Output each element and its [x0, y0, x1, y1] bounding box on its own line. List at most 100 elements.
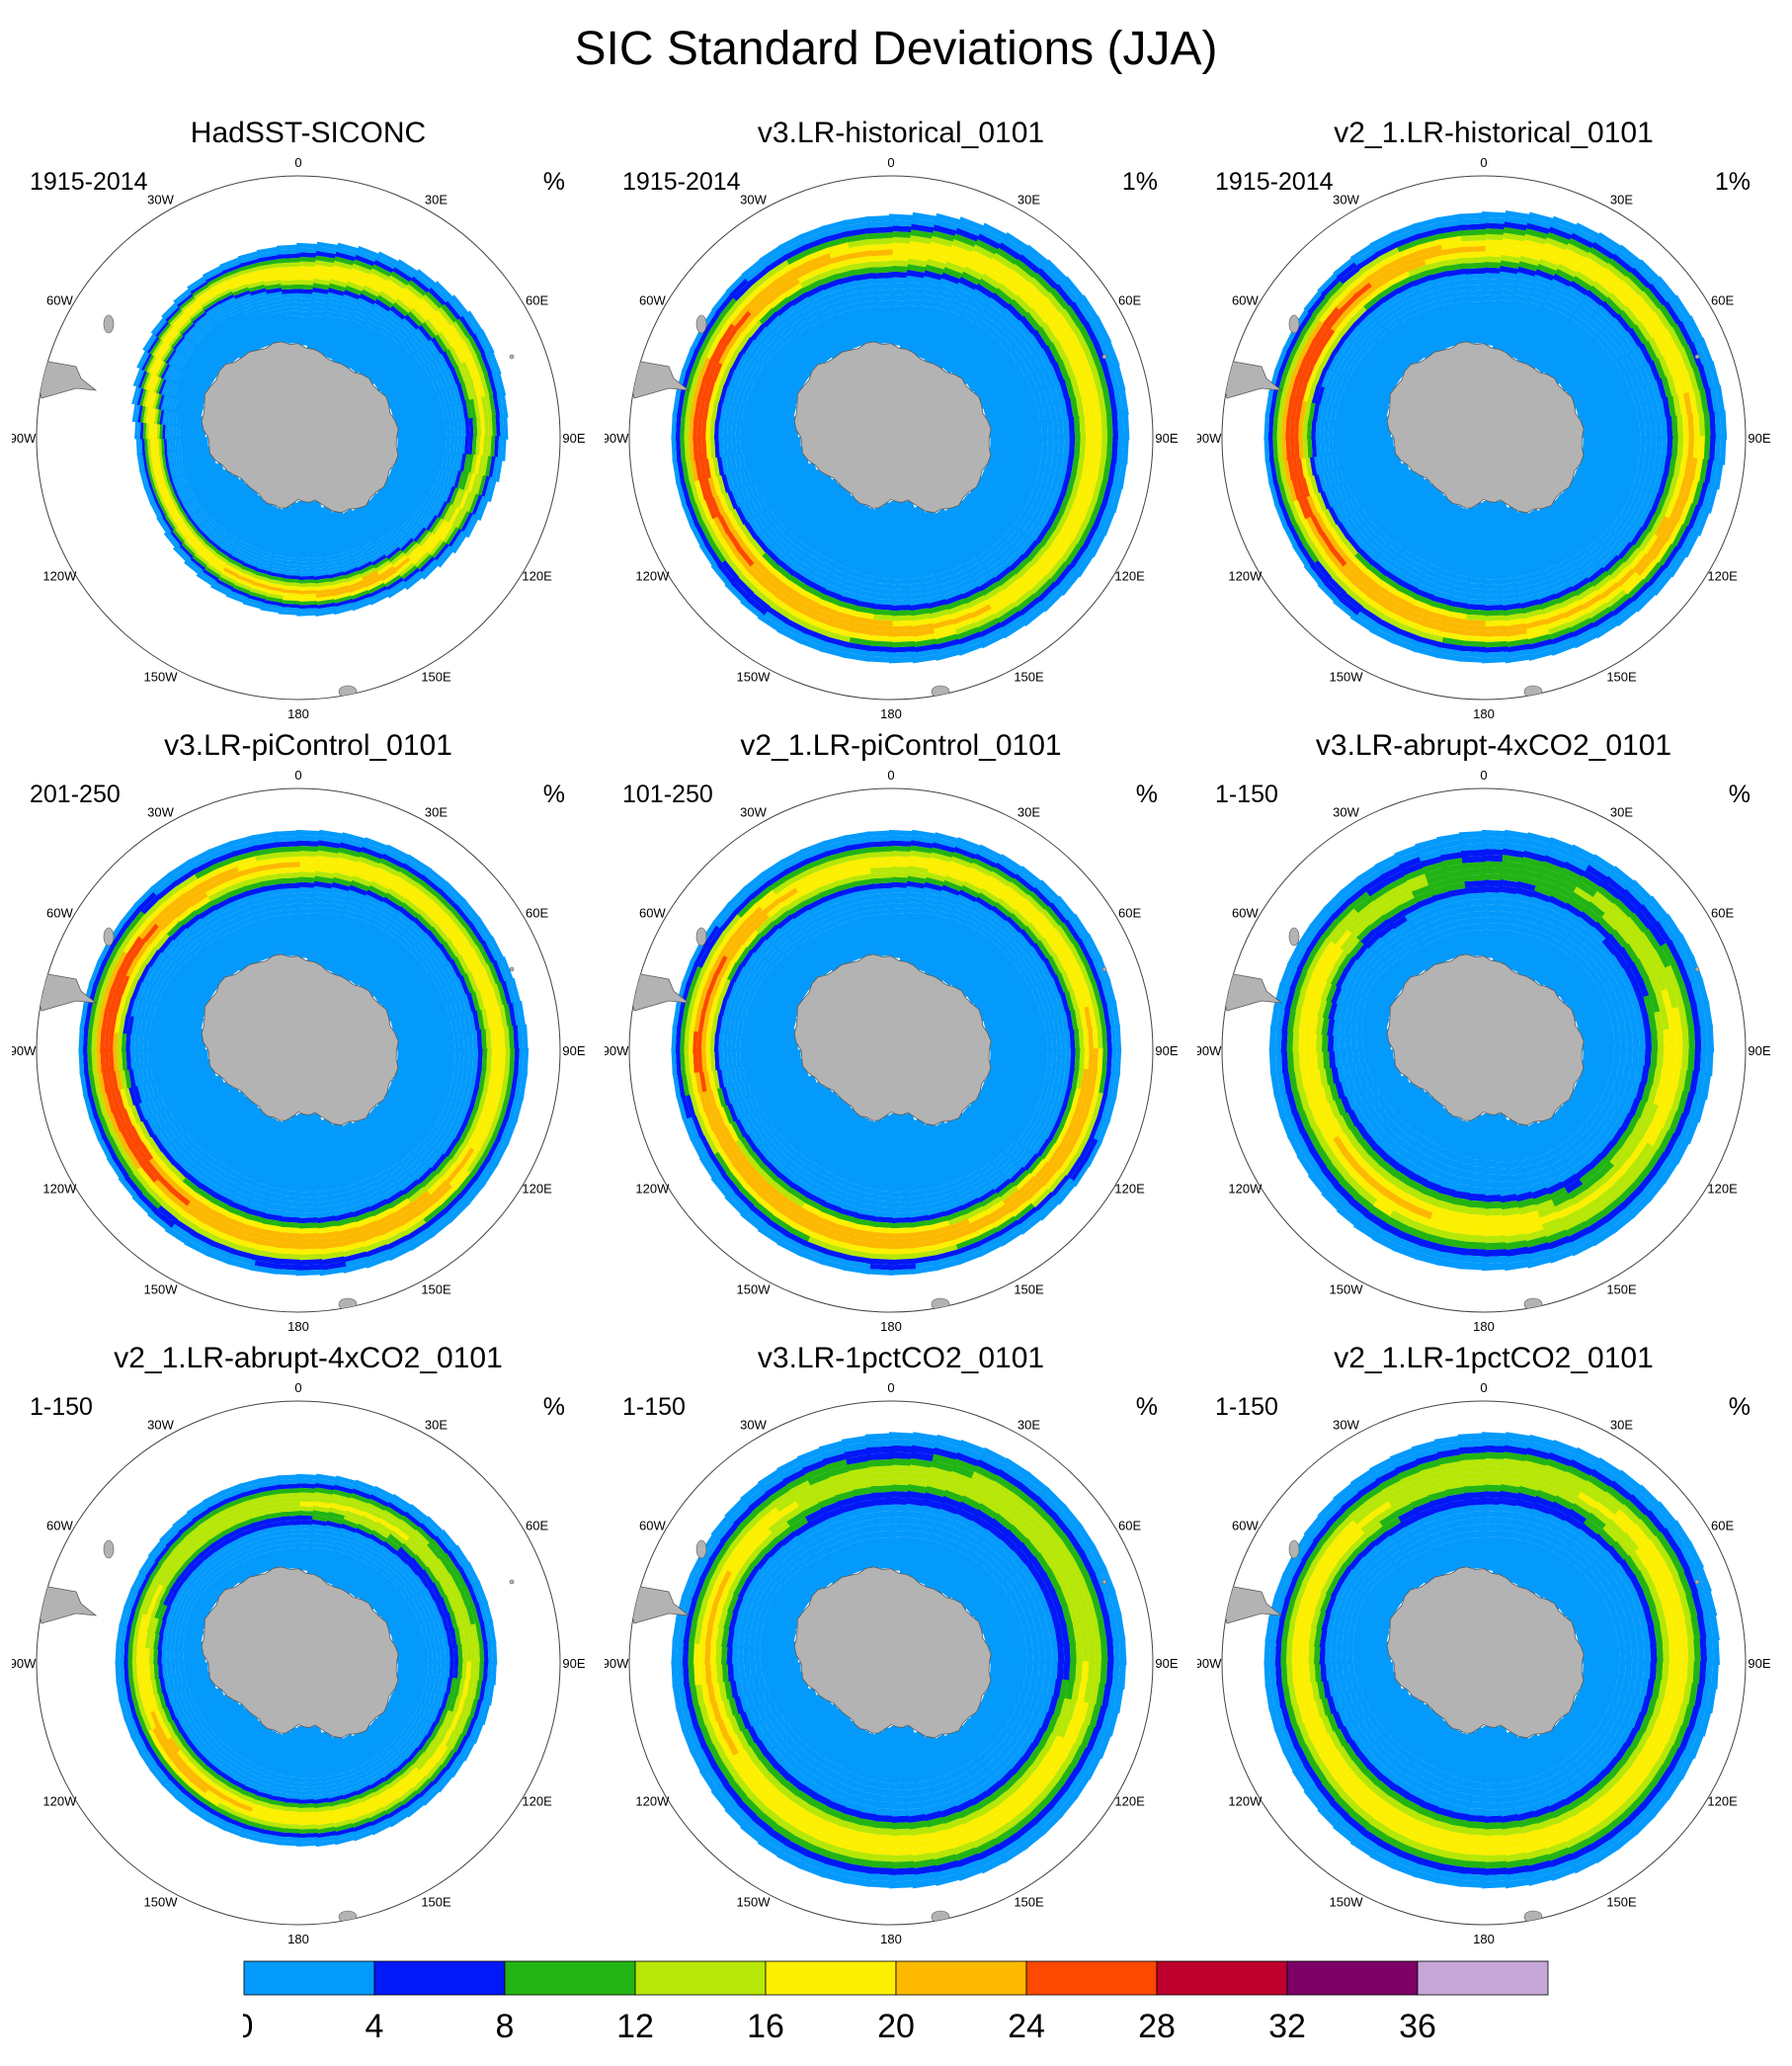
- sic-cell: [160, 392, 168, 411]
- sic-cell: [1659, 495, 1672, 520]
- sic-cell: [261, 599, 283, 607]
- sic-cell: [809, 494, 856, 557]
- sic-cell: [1291, 455, 1300, 480]
- sic-cell: [843, 290, 862, 301]
- sic-cell: [388, 528, 404, 543]
- sic-cell: [1340, 264, 1363, 285]
- sic-cell: [464, 1181, 486, 1206]
- sic-cell: [260, 1217, 283, 1227]
- sic-cell: [956, 893, 978, 908]
- sic-cell: [1363, 292, 1384, 310]
- sic-cell: [453, 1032, 460, 1052]
- sic-cell: [912, 1265, 940, 1275]
- antarctica-landmass: [793, 341, 992, 514]
- sic-cell: [1346, 300, 1366, 320]
- sic-cell: [1060, 948, 1076, 972]
- sic-cell: [130, 936, 148, 958]
- sic-cell: [1079, 1007, 1089, 1033]
- sic-cell: [181, 952, 223, 991]
- sic-cell: [128, 1102, 141, 1124]
- sic-cell: [1639, 290, 1661, 315]
- sic-cell: [296, 892, 317, 899]
- sic-cell: [371, 557, 389, 571]
- sic-cell: [1022, 1182, 1044, 1203]
- sic-cell: [1661, 436, 1669, 459]
- sic-cell: [1401, 248, 1426, 263]
- sic-cell: [454, 1014, 462, 1035]
- sic-cell: [337, 1236, 363, 1248]
- sic-cell: [1653, 540, 1671, 566]
- sic-cell: [1086, 392, 1097, 419]
- sic-cell: [1564, 289, 1585, 306]
- sic-cell: [963, 918, 982, 933]
- sic-cell: [1049, 1175, 1070, 1199]
- sic-cell: [987, 263, 1011, 282]
- sic-cell: [842, 579, 861, 590]
- sic-cell: [1290, 475, 1302, 501]
- sic-cell: [1671, 372, 1684, 398]
- sic-cell: [889, 656, 917, 664]
- sic-cell: [837, 595, 858, 606]
- sic-cell: [936, 1187, 956, 1198]
- sic-cell: [258, 553, 275, 562]
- sic-cell: [431, 1131, 447, 1152]
- sic-cell: [160, 1074, 225, 1111]
- sic-cell: [1350, 578, 1373, 599]
- sic-cell: [739, 420, 799, 440]
- sic-cell: [909, 246, 933, 257]
- sic-cell: [913, 505, 951, 576]
- sic-cell: [325, 300, 343, 310]
- panel-units: %: [542, 168, 565, 196]
- sic-cell: [458, 1032, 464, 1052]
- sic-cell: [97, 1069, 106, 1095]
- sic-cell: [296, 586, 316, 592]
- sic-cell: [476, 1029, 483, 1052]
- sic-cell: [769, 1134, 784, 1152]
- sic-cell: [1648, 337, 1665, 362]
- sic-cell: [1669, 351, 1683, 377]
- sic-cell: [162, 1124, 178, 1143]
- sic-cell: [1390, 300, 1410, 316]
- sic-cell: [1018, 901, 1040, 923]
- sic-cell: [958, 277, 981, 291]
- sic-cell: [460, 1149, 479, 1174]
- sic-cell: [1583, 294, 1603, 312]
- sic-cell: [324, 561, 341, 569]
- sic-cell: [441, 388, 450, 408]
- sic-cell: [230, 1248, 257, 1261]
- sic-cell: [487, 1113, 501, 1138]
- sic-cell: [213, 284, 233, 296]
- sic-cell: [472, 356, 486, 380]
- sic-cell: [171, 963, 216, 1001]
- sic-cell: [1049, 1147, 1068, 1171]
- sic-cell: [744, 290, 765, 311]
- sic-cell: [445, 326, 461, 348]
- sic-cell: [366, 548, 383, 561]
- sic-cell: [347, 889, 368, 902]
- sic-cell: [1708, 361, 1722, 391]
- sic-cell: [427, 497, 439, 516]
- sic-cell: [203, 877, 225, 893]
- sic-cell: [345, 580, 366, 591]
- sic-cell: [729, 453, 738, 473]
- sic-cell: [1338, 390, 1390, 418]
- sic-cell: [1031, 1136, 1047, 1157]
- sic-cell: [1365, 562, 1386, 581]
- sic-cell: [1544, 293, 1564, 308]
- sic-cell: [970, 862, 996, 878]
- sic-cell: [1086, 456, 1096, 482]
- sic-cell: [460, 436, 466, 457]
- sic-cell: [173, 947, 190, 964]
- sic-cell: [835, 1212, 857, 1224]
- sic-cell: [275, 1247, 300, 1255]
- sic-cell: [1467, 502, 1486, 579]
- sic-cell: [1702, 363, 1716, 392]
- sic-cell: [156, 340, 170, 359]
- panel-period: 1915-2014: [1215, 168, 1334, 196]
- sic-cell: [457, 419, 462, 440]
- sic-cell: [500, 391, 509, 418]
- sic-cell: [1683, 392, 1693, 419]
- sic-cell: [1013, 956, 1027, 976]
- sic-cell: [910, 1245, 936, 1255]
- sic-cell: [140, 369, 151, 389]
